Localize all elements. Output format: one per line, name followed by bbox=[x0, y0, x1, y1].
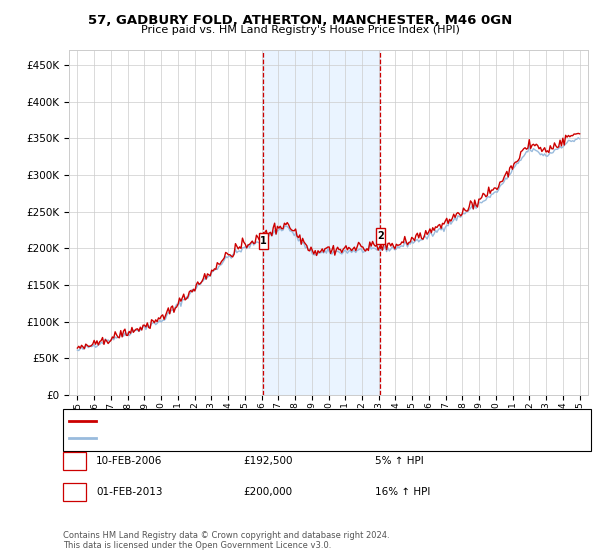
Text: 57, GADBURY FOLD, ATHERTON, MANCHESTER, M46 0GN: 57, GADBURY FOLD, ATHERTON, MANCHESTER, … bbox=[88, 14, 512, 27]
Text: 1: 1 bbox=[71, 456, 78, 466]
Text: 2: 2 bbox=[71, 487, 78, 497]
Text: HPI: Average price, detached house, Wigan: HPI: Average price, detached house, Wiga… bbox=[102, 433, 313, 443]
Text: Price paid vs. HM Land Registry's House Price Index (HPI): Price paid vs. HM Land Registry's House … bbox=[140, 25, 460, 35]
Text: Contains HM Land Registry data © Crown copyright and database right 2024.
This d: Contains HM Land Registry data © Crown c… bbox=[63, 530, 389, 550]
Text: 2: 2 bbox=[377, 231, 383, 241]
Text: 57, GADBURY FOLD, ATHERTON, MANCHESTER, M46 0GN (detached house): 57, GADBURY FOLD, ATHERTON, MANCHESTER, … bbox=[102, 416, 471, 426]
Text: 01-FEB-2013: 01-FEB-2013 bbox=[96, 487, 163, 497]
Text: £192,500: £192,500 bbox=[243, 456, 293, 466]
Text: 10-FEB-2006: 10-FEB-2006 bbox=[96, 456, 163, 466]
Bar bbox=[263, 50, 380, 395]
Text: 1: 1 bbox=[260, 236, 267, 246]
Text: 5% ↑ HPI: 5% ↑ HPI bbox=[375, 456, 424, 466]
FancyBboxPatch shape bbox=[376, 228, 385, 244]
Text: 16% ↑ HPI: 16% ↑ HPI bbox=[375, 487, 430, 497]
Text: £200,000: £200,000 bbox=[243, 487, 292, 497]
FancyBboxPatch shape bbox=[259, 233, 268, 249]
